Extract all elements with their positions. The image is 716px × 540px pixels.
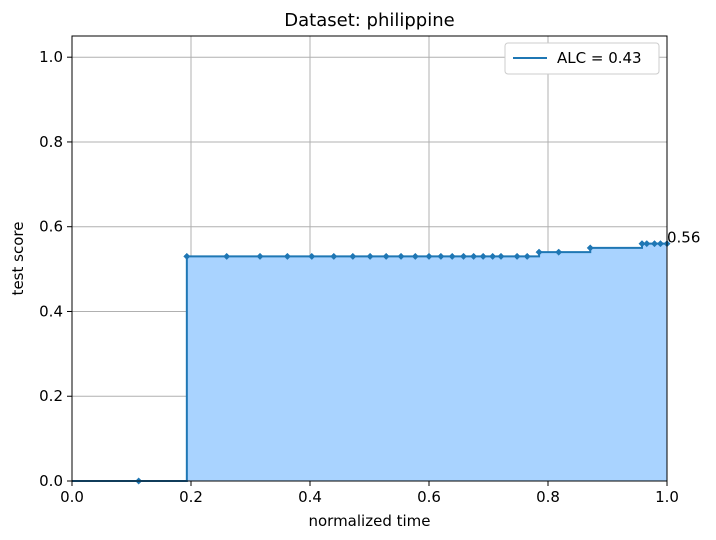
data-point [256, 252, 264, 260]
x-axis-label: normalized time [308, 512, 430, 530]
data-point [411, 252, 419, 260]
y-tick-label: 0.8 [39, 133, 63, 151]
data-point [223, 252, 231, 260]
y-tick-label: 0.4 [39, 302, 63, 320]
data-point [397, 252, 405, 260]
x-tick-label: 0.2 [179, 488, 203, 506]
data-point [366, 252, 374, 260]
data-point [650, 240, 659, 248]
data-point [448, 252, 456, 260]
data-point [349, 252, 357, 260]
x-tick-label: 0.0 [60, 488, 84, 506]
data-point [308, 252, 316, 260]
y-tick-label: 1.0 [39, 48, 63, 66]
area-under-curve [138, 243, 667, 481]
data-point [656, 240, 665, 248]
y-tick-label: 0.6 [39, 218, 63, 236]
series-markers [135, 240, 671, 485]
data-point [437, 252, 445, 260]
data-point [470, 252, 478, 260]
data-point [183, 252, 191, 260]
x-tick-label: 0.6 [417, 488, 441, 506]
x-axis-ticks: 0.0 0.2 0.4 0.6 0.8 1.0 [60, 481, 679, 506]
chart-title: Dataset: philippine [284, 10, 454, 31]
data-point [489, 252, 497, 260]
data-point [523, 252, 531, 260]
y-axis-label: test score [9, 222, 27, 296]
data-point [330, 252, 338, 260]
plot-frame [71, 35, 668, 482]
data-point [459, 252, 468, 260]
data-point [555, 248, 563, 256]
data-point [479, 252, 487, 260]
y-tick-label: 0.0 [39, 472, 63, 490]
data-point [535, 248, 543, 256]
data-point [513, 252, 521, 260]
data-point [425, 252, 433, 260]
x-tick-label: 1.0 [655, 488, 679, 506]
x-tick-label: 0.8 [536, 488, 560, 506]
y-tick-label: 0.2 [39, 387, 63, 405]
area-fill-layer [138, 243, 667, 481]
legend: ALC = 0.43 [504, 42, 660, 75]
data-point [638, 240, 646, 248]
final-score-annotation: 0.56 [667, 229, 700, 247]
data-point [643, 240, 651, 248]
legend-box [504, 42, 660, 75]
data-point [382, 252, 390, 260]
data-point [497, 252, 505, 260]
y-axis-ticks: 0.0 0.2 0.4 0.6 0.8 1.0 [39, 48, 72, 490]
data-point [283, 252, 291, 260]
x-tick-label: 0.4 [298, 488, 322, 506]
legend-label: ALC = 0.43 [557, 49, 642, 67]
data-point [586, 244, 594, 252]
